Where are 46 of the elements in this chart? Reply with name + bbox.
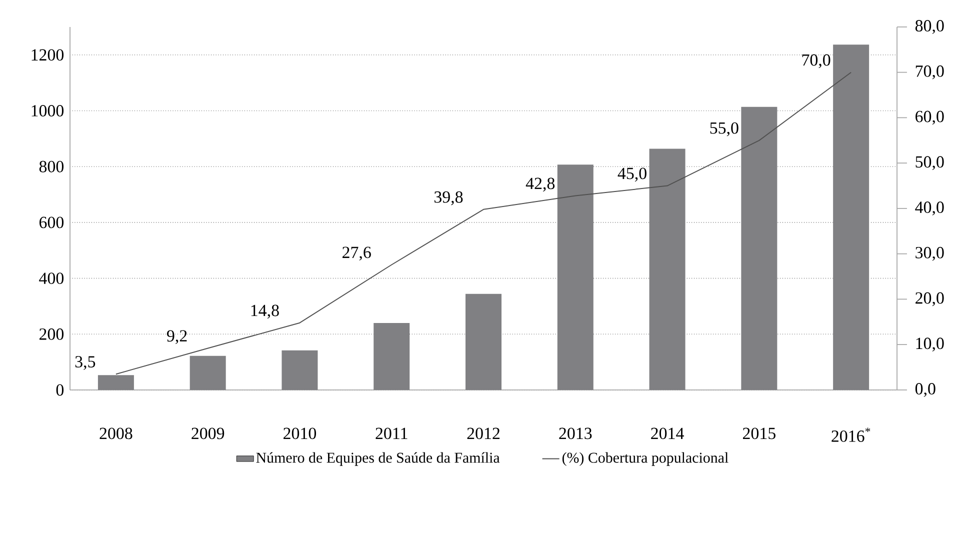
y-tick-label: 600 xyxy=(39,216,64,228)
bar xyxy=(374,322,410,390)
data-label: 55,0 xyxy=(710,122,738,136)
y2-tick-label: 80,0 xyxy=(915,20,944,34)
x-tick-label: 2011 xyxy=(376,428,408,440)
legend-label: (%) Cobertura populacional xyxy=(562,452,728,466)
x-tick-label: 2014 xyxy=(651,428,684,440)
x-tick-label: 2008 xyxy=(100,428,132,440)
y2-tick-label: 70,0 xyxy=(916,65,944,80)
bar xyxy=(466,294,502,390)
data-label: 9,2 xyxy=(167,330,187,344)
y2-tick-label: 0,0 xyxy=(915,383,936,397)
legend-label: Número de Equipes de Saúde da Família xyxy=(256,452,500,466)
bar xyxy=(649,148,686,390)
y-tick-label: 200 xyxy=(40,328,64,340)
y2-tick-label: 40,0 xyxy=(915,202,944,216)
x-tick-label: 2015 xyxy=(742,428,776,440)
y-tick-label: 1000 xyxy=(32,105,64,116)
line-series xyxy=(115,72,852,375)
data-label: 45,0 xyxy=(618,168,646,182)
y-tick-label: 1200 xyxy=(32,49,64,61)
bar xyxy=(282,350,318,390)
data-label: 14,8 xyxy=(251,304,279,319)
y-tick-label: 0 xyxy=(56,384,64,396)
y2-tick-label: 10,0 xyxy=(916,338,944,352)
data-label: 42,8 xyxy=(526,178,555,192)
x-tick-label: 2013 xyxy=(559,428,592,440)
bar xyxy=(190,356,226,390)
y2-tick-label: 30,0 xyxy=(916,246,944,261)
y2-tick-label: 60,0 xyxy=(916,110,944,125)
data-label: 70,0 xyxy=(802,54,830,68)
bar xyxy=(98,375,134,390)
data-label: 39,8 xyxy=(434,191,463,206)
x-tick-label: 2016$^{*}$ xyxy=(832,428,870,442)
bar xyxy=(833,44,870,390)
x-tick-label: 2010 xyxy=(284,428,316,440)
data-label: 3,5 xyxy=(75,356,96,370)
y2-tick-label: 20,0 xyxy=(916,292,944,306)
bar xyxy=(741,106,778,390)
y-tick-label: 800 xyxy=(39,160,64,172)
x-tick-label: 2012 xyxy=(467,428,500,440)
bar xyxy=(557,164,594,390)
y2-tick-label: 50,0 xyxy=(916,156,944,170)
x-tick-label: 2009 xyxy=(192,428,224,440)
y-tick-label: 400 xyxy=(39,272,64,284)
data-label: 27,6 xyxy=(342,246,371,261)
